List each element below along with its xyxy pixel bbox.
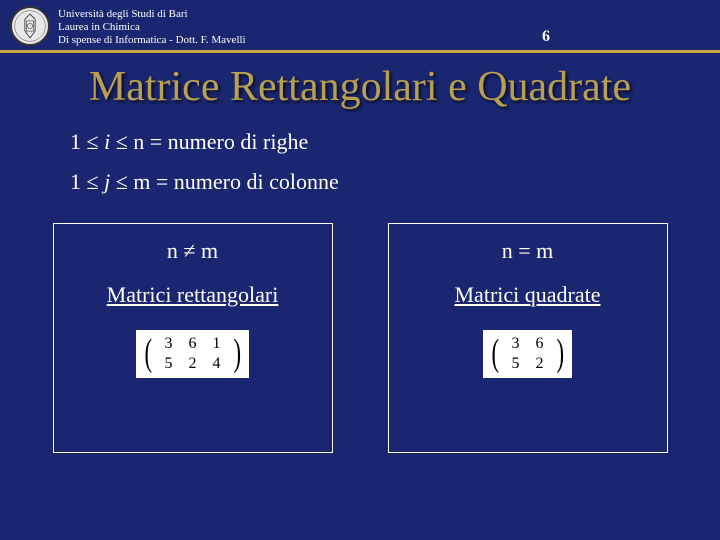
definition-rows: 1 ≤ i ≤ n = numero di righe bbox=[70, 129, 720, 155]
boxes-container: n ≠ m Matrici rettangolari ( 3 6 1 5 2 bbox=[0, 209, 720, 453]
university-logo bbox=[10, 6, 50, 46]
page-number: 6 bbox=[542, 28, 550, 46]
rectangular-matrix: ( 3 6 1 5 2 4 ) bbox=[136, 330, 249, 378]
definition-cols: 1 ≤ j ≤ m = numero di colonne bbox=[70, 169, 720, 195]
square-matrix: ( 3 6 5 2 ) bbox=[483, 330, 572, 378]
header-line-3: Di spense di Informatica - Dott. F. Mave… bbox=[58, 34, 246, 47]
rectangular-box: n ≠ m Matrici rettangolari ( 3 6 1 5 2 bbox=[53, 223, 333, 453]
slide-title: Matrice Rettangolari e Quadrate bbox=[0, 63, 720, 111]
slide-header: Università degli Studi di Bari Laurea in… bbox=[0, 0, 720, 53]
square-condition: n = m bbox=[389, 238, 667, 264]
definitions: 1 ≤ i ≤ n = numero di righe 1 ≤ j ≤ m = … bbox=[0, 129, 720, 195]
square-label: Matrici quadrate bbox=[389, 282, 667, 308]
header-line-2: Laurea in Chimica bbox=[58, 21, 246, 34]
header-line-1: Università degli Studi di Bari bbox=[58, 8, 246, 21]
header-text-block: Università degli Studi di Bari Laurea in… bbox=[58, 6, 246, 48]
rectangular-condition: n ≠ m bbox=[54, 238, 332, 264]
rectangular-label: Matrici rettangolari bbox=[54, 282, 332, 308]
square-box: n = m Matrici quadrate ( 3 6 5 2 bbox=[388, 223, 668, 453]
